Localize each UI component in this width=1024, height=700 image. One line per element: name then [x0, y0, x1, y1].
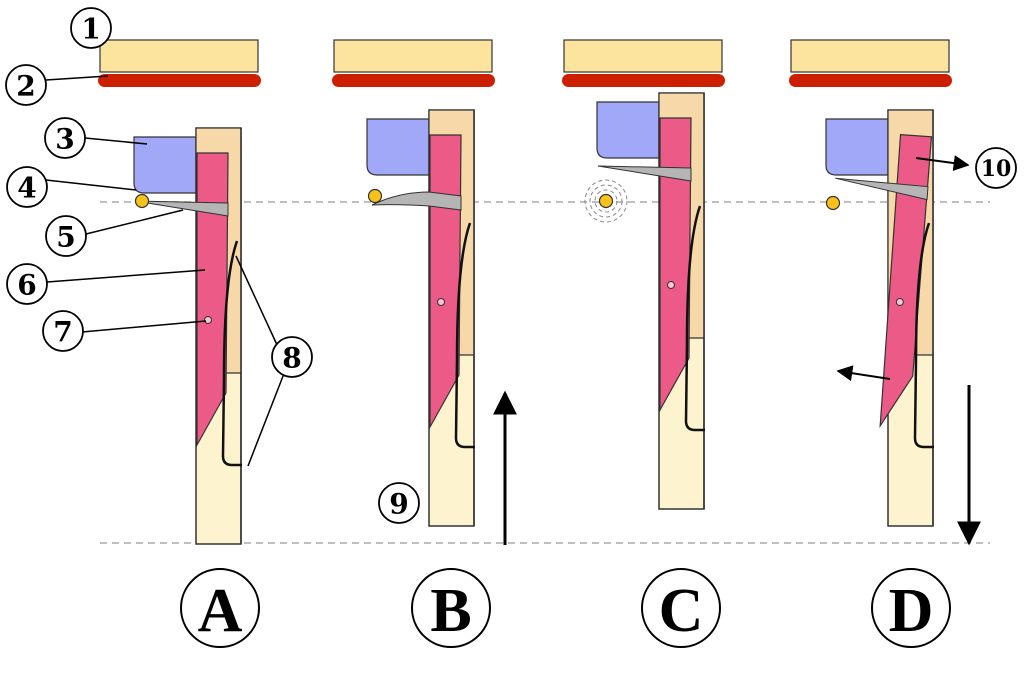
callout-label: 9	[389, 488, 408, 521]
callout-circle	[6, 166, 48, 208]
felt-pad	[562, 74, 725, 87]
jack	[133, 127, 242, 545]
panel-label-B: B	[411, 568, 491, 648]
felt-pad	[332, 74, 495, 87]
jack-rail	[790, 39, 950, 73]
callout-label: 6	[17, 269, 36, 302]
string	[598, 193, 614, 209]
callout-9: 9	[378, 482, 420, 524]
panel-label: C	[659, 577, 704, 645]
panel-C	[562, 39, 725, 510]
jack	[825, 109, 934, 527]
axle-pin	[204, 316, 212, 324]
tongue-group	[371, 134, 462, 430]
panel-label-circle	[871, 568, 951, 648]
vibration-ring	[589, 184, 623, 218]
tongue	[659, 117, 692, 413]
panel-label: D	[889, 577, 934, 645]
callout-1: 1	[70, 7, 112, 49]
tongue	[879, 133, 933, 429]
jack-rail	[563, 39, 723, 73]
string	[134, 193, 150, 209]
string	[825, 195, 841, 211]
callout-circle	[45, 215, 87, 257]
panel-label-circle	[641, 568, 721, 648]
tongue-group	[134, 152, 229, 448]
callout-circle	[271, 336, 313, 378]
damper	[366, 118, 430, 176]
panel-label-C: C	[641, 568, 721, 648]
axle-pin	[437, 298, 445, 306]
vibration-ring	[594, 189, 618, 213]
spring	[454, 222, 475, 449]
callout-3: 3	[44, 117, 86, 159]
callout-circle	[5, 64, 47, 106]
jack-rail	[99, 39, 259, 73]
panel-B	[332, 39, 495, 527]
callout-7: 7	[42, 310, 84, 352]
callout-circle	[378, 482, 420, 524]
panel-label-D: D	[871, 568, 951, 648]
callout-8: 8	[271, 336, 313, 378]
callout-label: 8	[282, 342, 301, 375]
felt-pad	[789, 74, 952, 87]
callout-label: 10	[981, 156, 1012, 182]
panel-label-circle	[411, 568, 491, 648]
string	[367, 188, 383, 204]
callout-label: 5	[56, 221, 75, 254]
panel-label: A	[198, 577, 243, 645]
panel-A	[98, 39, 261, 545]
tongue-bottom-arrow	[836, 365, 891, 382]
callout-label: 1	[81, 13, 100, 46]
damper	[596, 101, 660, 159]
jack-rail	[333, 39, 493, 73]
panel-label-A: A	[180, 568, 260, 648]
callout-circle	[70, 7, 112, 49]
callout-label: 4	[17, 172, 36, 205]
panel-label: B	[430, 577, 471, 645]
tongue-top-arrow	[915, 155, 970, 172]
callout-2: 2	[5, 64, 47, 106]
callout-circle	[44, 117, 86, 159]
callout-10: 10	[975, 147, 1017, 189]
callout-6: 6	[6, 263, 48, 305]
jack	[596, 92, 705, 510]
spring	[684, 205, 705, 432]
plectrum	[835, 177, 929, 201]
plectrum	[597, 165, 692, 182]
damper	[133, 136, 197, 194]
callout-circle	[42, 310, 84, 352]
callout-5: 5	[45, 215, 87, 257]
callout-label: 3	[55, 123, 74, 156]
callout-label: 2	[16, 70, 35, 103]
axle-pin	[895, 297, 904, 306]
callout-4: 4	[6, 166, 48, 208]
tongue	[196, 152, 229, 448]
jack	[366, 109, 475, 527]
panel-D	[789, 39, 952, 527]
spring	[913, 222, 934, 449]
spring	[221, 240, 242, 467]
plectrum	[371, 191, 462, 211]
callout-circle	[975, 147, 1017, 189]
plectrum	[134, 200, 229, 217]
tongue-group	[597, 117, 692, 413]
damper	[825, 118, 889, 176]
callout-circle	[6, 263, 48, 305]
felt-pad	[98, 74, 261, 87]
axle-pin	[667, 281, 675, 289]
vibration-ring	[584, 179, 628, 223]
panel-label-circle	[180, 568, 260, 648]
tongue-group	[835, 133, 933, 429]
callout-label: 7	[53, 316, 72, 349]
